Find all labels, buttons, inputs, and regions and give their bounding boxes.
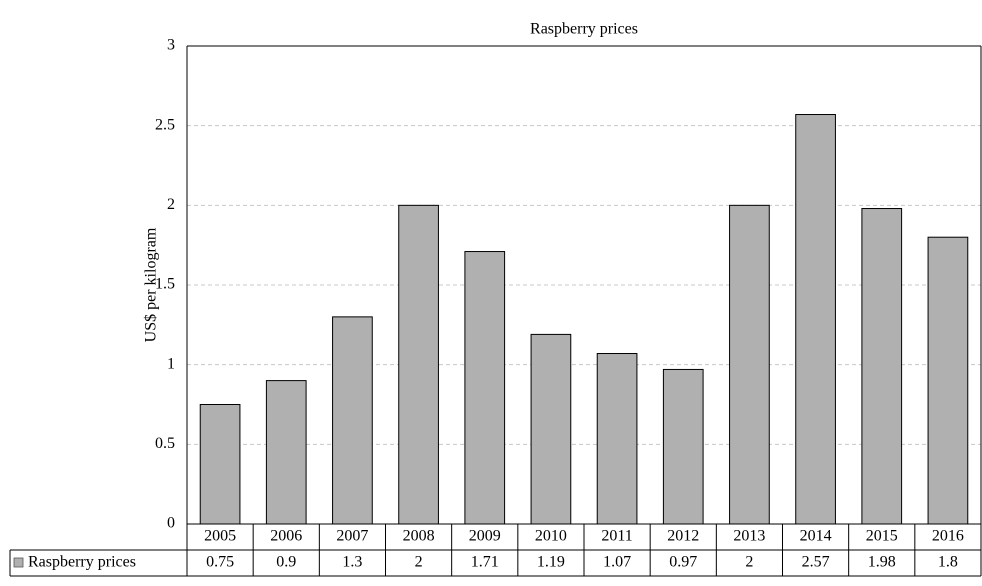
chart-title: Raspberry prices <box>530 21 638 38</box>
x-tick-label: 2011 <box>601 528 632 545</box>
bar <box>729 204 770 525</box>
x-tick-label: 2010 <box>535 528 567 545</box>
x-tick-label: 2012 <box>667 528 699 545</box>
bar <box>265 380 307 525</box>
bar <box>530 333 572 525</box>
bar <box>464 251 506 525</box>
bar <box>795 114 836 525</box>
table-value: 1.19 <box>537 554 565 571</box>
bar <box>199 404 241 525</box>
x-tick-label: 2007 <box>336 528 368 545</box>
table-value: 0.9 <box>276 554 296 571</box>
x-tick-label: 2015 <box>866 528 898 545</box>
y-tick-label: 1 <box>167 355 175 372</box>
table-value: 2.57 <box>802 554 830 571</box>
table-value: 0.97 <box>669 554 697 571</box>
y-tick-label: 2 <box>167 196 175 213</box>
x-tick-label: 2005 <box>204 528 236 545</box>
y-tick-label: 3 <box>167 37 175 54</box>
legend-label: Raspberry prices <box>28 554 136 571</box>
table-value: 1.8 <box>938 554 958 571</box>
bar <box>398 204 439 525</box>
bar <box>596 353 638 525</box>
y-tick-label: 1.5 <box>155 276 175 293</box>
table-value: 1.07 <box>603 554 631 571</box>
y-tick-label: 2.5 <box>155 116 175 133</box>
bar <box>861 208 903 525</box>
table-value: 2 <box>745 554 753 571</box>
x-tick-label: 2014 <box>800 528 832 545</box>
x-tick-label: 2013 <box>733 528 765 545</box>
y-tick-label: 0.5 <box>155 435 175 452</box>
y-axis-label: US$ per kilogram <box>143 227 160 342</box>
table-value: 0.75 <box>206 554 234 571</box>
x-tick-label: 2009 <box>469 528 501 545</box>
x-tick-label: 2016 <box>932 528 964 545</box>
x-tick-label: 2006 <box>270 528 302 545</box>
legend-key <box>13 557 24 568</box>
bar <box>927 236 969 525</box>
table-value: 1.3 <box>342 554 362 571</box>
table-value: 2 <box>415 554 423 571</box>
table-value: 1.71 <box>471 554 499 571</box>
bar <box>662 368 704 525</box>
bar <box>332 316 373 525</box>
table-value: 1.98 <box>868 554 896 571</box>
y-tick-label: 0 <box>167 515 175 532</box>
x-tick-label: 2008 <box>403 528 435 545</box>
